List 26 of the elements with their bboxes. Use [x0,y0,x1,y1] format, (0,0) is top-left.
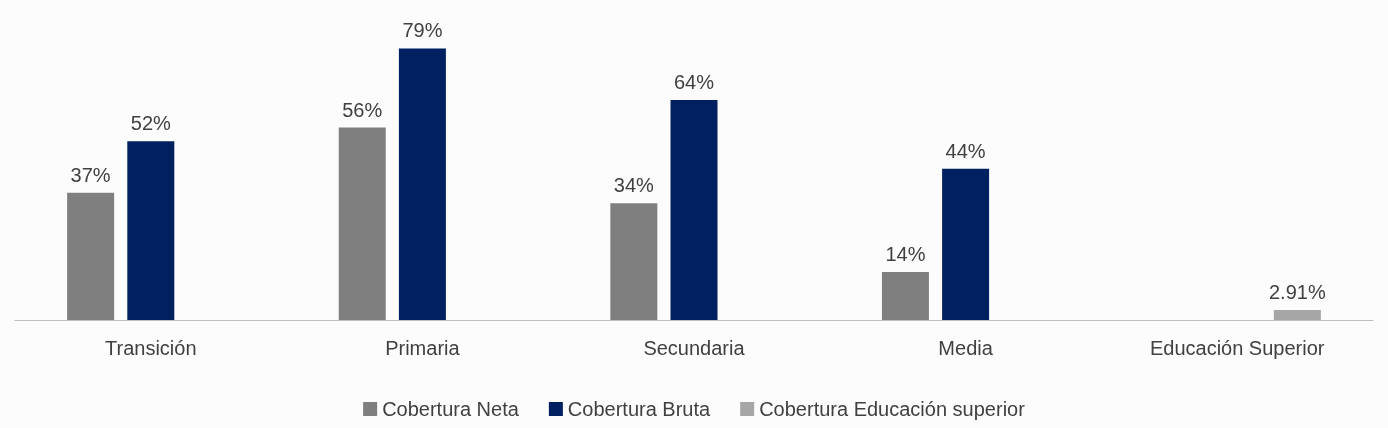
bar [398,48,446,320]
bar [670,100,718,320]
bar [338,127,386,320]
x-tick-label: Educación Superior [1149,337,1325,359]
data-label: 2.91% [1269,281,1326,303]
legend-label: Cobertura Educación superior [759,398,1026,420]
data-label: 52% [130,112,172,135]
x-tick-label: Primaria [385,337,461,359]
legend-label: Cobertura Neta [382,398,520,420]
data-label: 79% [402,19,443,42]
data-label: 44% [945,139,986,162]
data-label: 56% [342,98,383,121]
legend-label: Cobertura Bruta [567,398,712,420]
data-label: 14% [885,242,926,265]
x-tick-label: Secundaria [643,337,746,359]
data-label: 37% [70,163,111,186]
data-label: 34% [613,174,655,197]
bar [1273,310,1321,320]
bar [942,168,990,320]
x-tick-label: Media [938,337,994,359]
bar [67,192,115,320]
x-tick-label: Transición [105,337,197,359]
data-label: 64% [673,71,715,93]
bar [127,141,175,320]
bar [881,271,929,320]
bar [610,203,658,320]
